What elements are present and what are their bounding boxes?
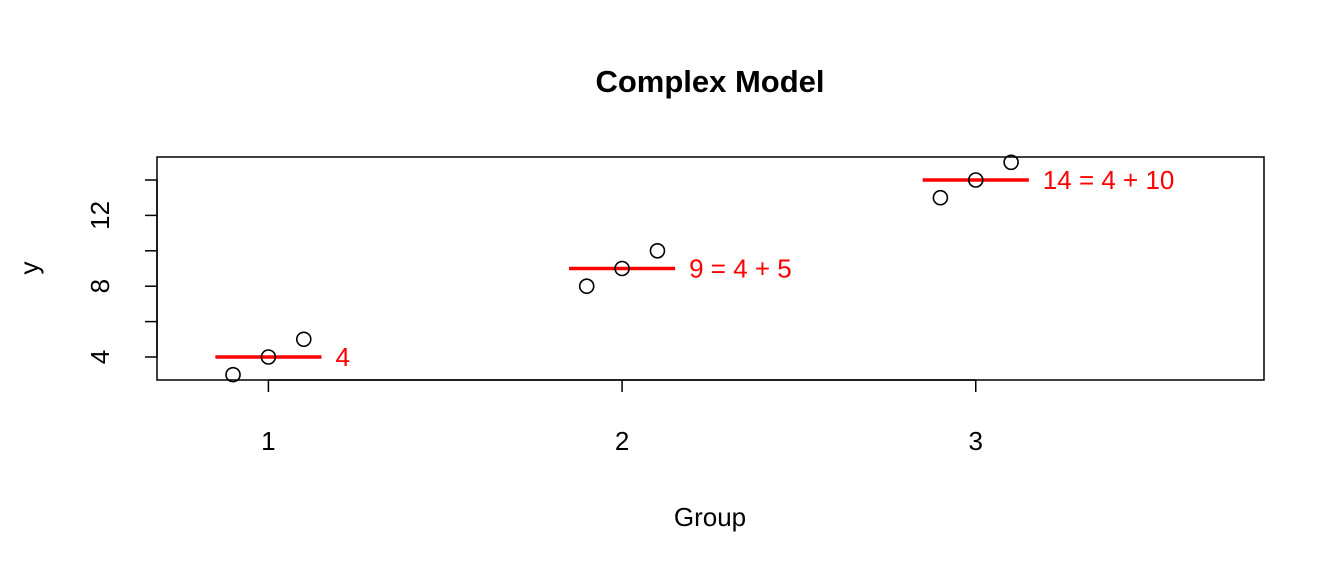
data-point bbox=[578, 278, 595, 294]
data-point bbox=[649, 243, 666, 259]
data-point bbox=[295, 331, 312, 348]
x-tick-label: 3 bbox=[969, 426, 983, 456]
data-points bbox=[225, 154, 1019, 383]
fit-annotations: 4 9 = 4 + 5 14 = 4 + 10 bbox=[335, 165, 1174, 372]
x-axis: 1 2 3 bbox=[261, 379, 983, 456]
x-tick-label: 1 bbox=[261, 426, 275, 456]
data-point bbox=[932, 189, 949, 206]
data-point bbox=[1003, 154, 1019, 171]
y-tick-label: 4 bbox=[85, 350, 115, 364]
x-axis-label: Group bbox=[674, 502, 746, 532]
fit-annotation: 4 bbox=[335, 342, 349, 372]
y-tick-label: 12 bbox=[85, 201, 115, 230]
y-tick-label: 8 bbox=[85, 279, 115, 293]
data-point bbox=[967, 172, 984, 188]
data-point bbox=[260, 349, 277, 365]
chart-title: Complex Model bbox=[595, 64, 824, 99]
data-point bbox=[225, 366, 241, 383]
y-axis: 4 8 12 bbox=[85, 179, 158, 364]
group-fit-lines bbox=[215, 178, 1029, 359]
fit-annotation: 14 = 4 + 10 bbox=[1043, 165, 1175, 195]
y-axis-label: y bbox=[14, 262, 44, 275]
data-point bbox=[614, 260, 630, 277]
fit-annotation: 9 = 4 + 5 bbox=[689, 254, 792, 284]
x-tick-label: 2 bbox=[615, 426, 629, 456]
